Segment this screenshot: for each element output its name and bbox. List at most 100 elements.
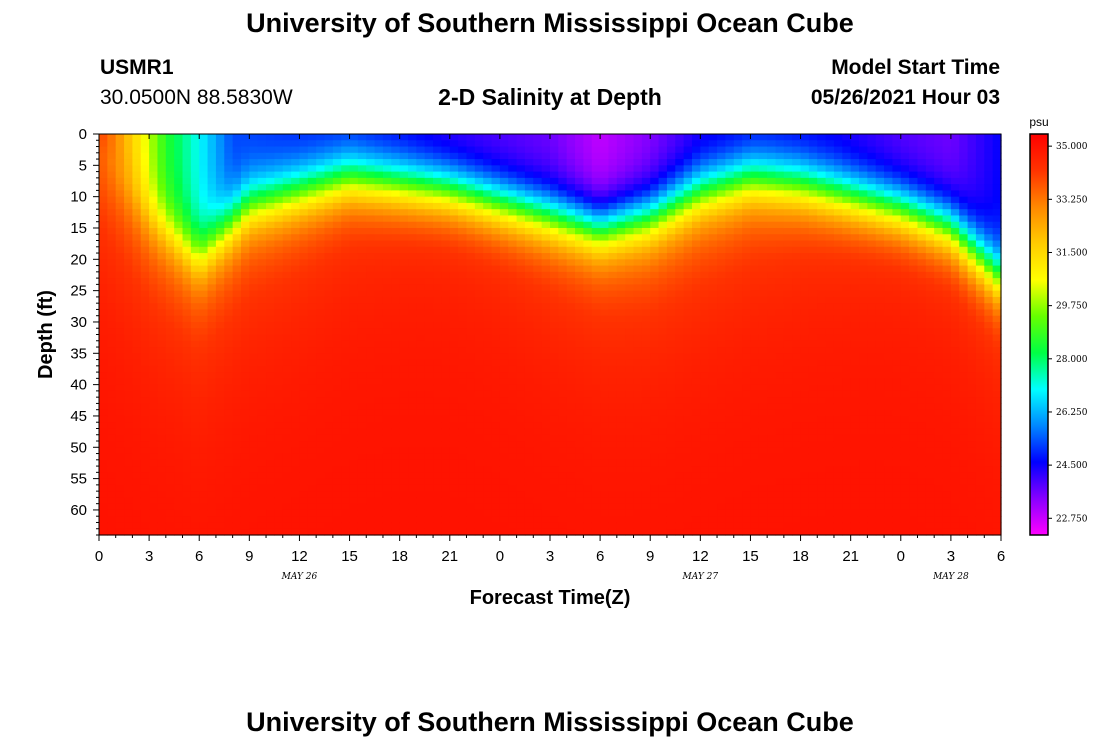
heatmap-cell (608, 453, 618, 461)
heatmap-cell (332, 196, 342, 204)
heatmap-cell (708, 390, 718, 398)
heatmap-cell (616, 528, 626, 536)
heatmap-cell (591, 528, 601, 536)
heatmap-cell (700, 459, 710, 467)
heatmap-cell (316, 328, 326, 336)
heatmap-cell (408, 146, 417, 154)
heatmap-cell (207, 453, 217, 461)
heatmap-cell (708, 378, 718, 386)
heatmap-cell (533, 171, 543, 179)
heatmap-cell (408, 365, 417, 373)
heatmap-cell (600, 422, 610, 430)
heatmap-cell (533, 234, 543, 242)
heatmap-cell (466, 522, 476, 530)
heatmap-cell (174, 159, 184, 166)
heatmap-cell (608, 303, 618, 311)
heatmap-cell (666, 403, 676, 411)
heatmap-cell (508, 459, 518, 467)
heatmap-cell (583, 140, 593, 148)
heatmap-cell (299, 378, 309, 386)
heatmap-cell (99, 353, 108, 361)
heatmap-cell (357, 134, 367, 141)
heatmap-cell (107, 296, 117, 304)
heatmap-cell (733, 259, 743, 267)
heatmap-cell (140, 509, 150, 517)
heatmap-cell (349, 509, 359, 517)
heatmap-cell (391, 484, 401, 492)
heatmap-cell (357, 315, 367, 323)
heatmap-cell (366, 503, 376, 511)
heatmap-cell (282, 315, 292, 323)
heatmap-cell (391, 390, 401, 398)
heatmap-cell (424, 378, 434, 386)
heatmap-cell (424, 290, 434, 298)
heatmap-cell (483, 184, 493, 191)
heatmap-cell (625, 478, 635, 486)
heatmap-cell (140, 503, 150, 511)
heatmap-cell (742, 347, 752, 354)
heatmap-cell (199, 221, 209, 229)
heatmap-cell (274, 491, 284, 499)
heatmap-cell (316, 422, 326, 430)
heatmap-cell (483, 253, 493, 260)
heatmap-cell (274, 447, 284, 455)
heatmap-cell (717, 466, 726, 473)
heatmap-cell (282, 466, 292, 473)
heatmap-cell (550, 134, 559, 141)
heatmap-cell (524, 209, 534, 217)
heatmap-cell (533, 227, 543, 235)
heatmap-cell (575, 171, 585, 179)
heatmap-cell (249, 171, 259, 179)
heatmap-cell (558, 146, 568, 154)
heatmap-cell (483, 215, 493, 223)
heatmap-cell (600, 428, 610, 436)
heatmap-cell (332, 253, 342, 260)
heatmap-cell (516, 347, 526, 354)
heatmap-cell (408, 334, 417, 342)
heatmap-cell (341, 434, 351, 442)
heatmap-cell (182, 453, 192, 461)
heatmap-cell (274, 441, 284, 448)
heatmap-cell (357, 478, 367, 486)
heatmap-cell (215, 227, 225, 235)
heatmap-cell (499, 146, 509, 154)
heatmap-cell (533, 221, 543, 229)
heatmap-cell (357, 528, 367, 536)
heatmap-cell (474, 478, 484, 486)
heatmap-cell (149, 146, 159, 154)
heatmap-cell (658, 140, 668, 148)
heatmap-cell (708, 284, 718, 292)
heatmap-cell (491, 290, 501, 298)
heatmap-cell (466, 134, 476, 141)
heatmap-cell (257, 202, 267, 210)
heatmap-cell (341, 340, 351, 348)
heatmap-cell (717, 522, 726, 530)
heatmap-cell (199, 159, 209, 166)
heatmap-cell (282, 403, 292, 411)
heatmap-cell (491, 253, 501, 260)
heatmap-cell (625, 428, 635, 436)
heatmap-cell (591, 246, 601, 254)
heatmap-cell (608, 353, 618, 361)
heatmap-cell (299, 202, 309, 210)
heatmap-cell (625, 397, 635, 405)
heatmap-cell (658, 428, 668, 436)
heatmap-cell (224, 415, 234, 423)
heatmap-cell (466, 221, 476, 229)
heatmap-cell (349, 215, 359, 223)
heatmap-cell (207, 215, 217, 223)
heatmap-cell (249, 190, 259, 198)
heatmap-cell (550, 409, 559, 417)
heatmap-cell (458, 453, 468, 461)
heatmap-cell (441, 152, 451, 160)
heatmap-cell (366, 296, 376, 304)
heatmap-cell (207, 278, 217, 285)
heatmap-cell (274, 472, 284, 480)
heatmap-cell (274, 215, 284, 223)
heatmap-cell (566, 522, 576, 530)
heatmap-cell (533, 459, 543, 467)
heatmap-cell (650, 472, 660, 480)
heatmap-cell (140, 303, 150, 311)
heatmap-cell (508, 403, 518, 411)
heatmap-cell (700, 328, 710, 336)
